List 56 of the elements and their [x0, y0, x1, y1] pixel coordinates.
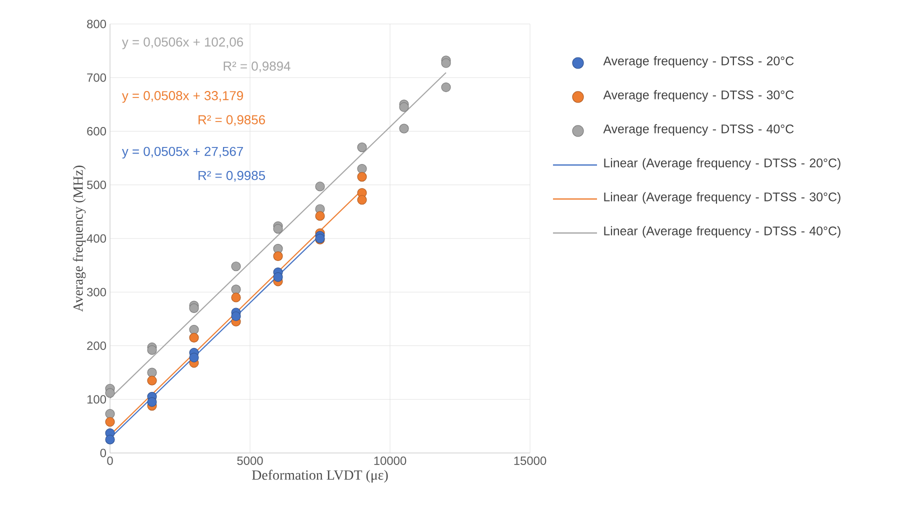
- point: [357, 142, 367, 152]
- y-axis-title: Average frequency (MHz): [72, 166, 86, 312]
- point: [441, 82, 451, 92]
- x-axis-title: Deformation LVDT (με): [252, 470, 388, 483]
- point: [357, 172, 367, 182]
- legend-label: Average frequency - DTSS - 40°C: [603, 124, 794, 136]
- point: [231, 284, 241, 294]
- point: [315, 182, 325, 192]
- point: [147, 376, 157, 386]
- point: [189, 332, 199, 342]
- y-tick-label: 600: [87, 127, 106, 136]
- point: [105, 409, 115, 419]
- annotation: R² = 0,9894: [224, 62, 290, 72]
- point: [315, 211, 325, 221]
- annotation: R² = 0,9856: [198, 115, 265, 126]
- point: [441, 58, 451, 68]
- point: [231, 311, 241, 322]
- point: [105, 417, 115, 427]
- annotation: R² = 0,9985: [198, 170, 266, 182]
- point: [147, 397, 157, 407]
- point: [399, 124, 409, 134]
- x-tick-label: 15000: [514, 456, 546, 465]
- x-tick-label: 0: [107, 456, 113, 465]
- y-tick-label: 800: [87, 20, 106, 28]
- x-tick-label: 10000: [374, 456, 406, 465]
- point: [231, 262, 241, 272]
- y-tick-label: 500: [87, 180, 106, 190]
- point: [399, 102, 409, 112]
- point: [189, 352, 199, 362]
- annotation: y = 0,0506x + 102,06: [122, 37, 244, 50]
- y-tick-label: 100: [87, 395, 106, 404]
- point: [189, 324, 199, 334]
- point: [189, 303, 199, 313]
- point: [231, 292, 241, 302]
- x-tick-label: 5000: [237, 456, 263, 465]
- y-tick-label: 200: [87, 342, 106, 350]
- point: [147, 368, 157, 378]
- legend-label: Average frequency - DTSS - 30°C: [603, 90, 794, 102]
- point: [105, 434, 115, 444]
- point: [357, 195, 367, 205]
- point: [273, 272, 283, 282]
- y-tick-label: 700: [87, 73, 106, 82]
- point: [273, 251, 283, 261]
- point: [105, 388, 115, 398]
- annotation: y = 0,0508x + 33,179: [122, 91, 243, 103]
- y-tick-label: 300: [86, 288, 106, 296]
- y-tick-label: 400: [86, 234, 106, 243]
- annotation: y = 0,0505x + 27,567: [122, 146, 243, 159]
- point: [273, 224, 283, 234]
- y-tick-label: 0: [100, 448, 106, 458]
- legend-label: Linear (Average frequency - DTSS - 30°C): [604, 192, 840, 204]
- legend-label: Linear (Average frequency - DTSS - 40°C): [604, 226, 840, 238]
- legend-label: Average frequency - DTSS - 20°C: [603, 56, 794, 68]
- legend-label: Linear (Average frequency - DTSS - 20°C): [604, 158, 840, 170]
- point: [147, 345, 157, 355]
- point: [357, 164, 367, 174]
